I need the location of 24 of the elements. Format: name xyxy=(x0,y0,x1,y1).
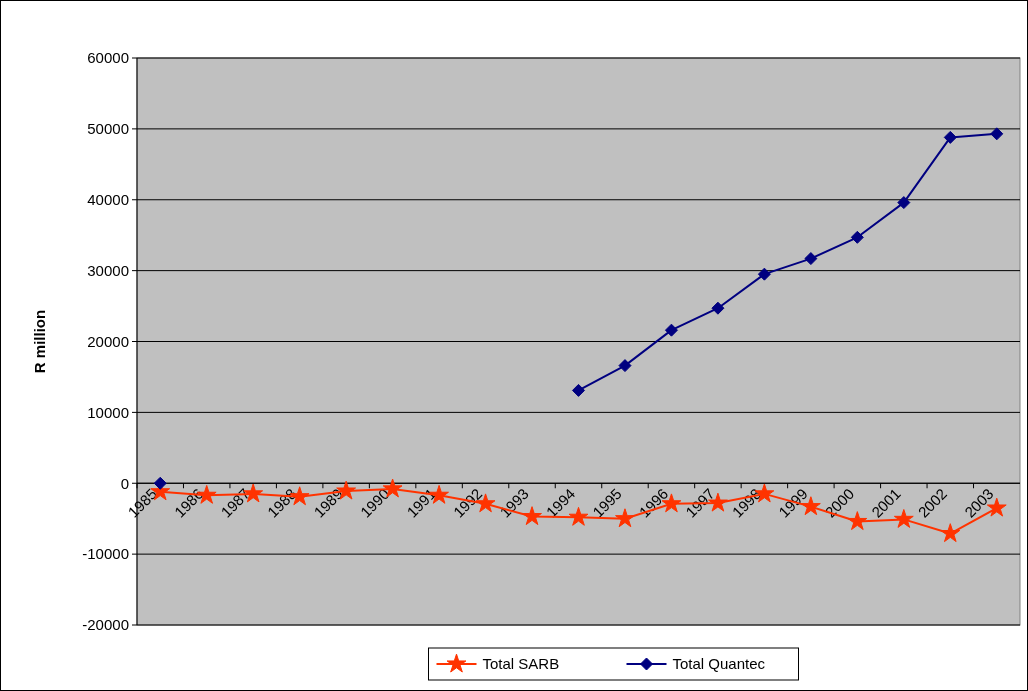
y-tick-label: 40000 xyxy=(87,191,129,208)
point xyxy=(757,267,771,281)
point xyxy=(804,252,818,266)
point xyxy=(897,196,911,210)
point xyxy=(153,476,167,490)
y-tick-label: 30000 xyxy=(87,261,129,279)
point xyxy=(940,523,961,543)
point xyxy=(943,130,957,144)
y-tick-label: 0 xyxy=(120,474,129,492)
point xyxy=(850,230,864,244)
y-tick-label: 20000 xyxy=(87,332,129,350)
point xyxy=(618,359,632,373)
legend-label: Total Quantec xyxy=(672,655,766,673)
y-tick-label: -20000 xyxy=(82,616,129,634)
point xyxy=(990,127,1004,141)
y-tick-label: 10000 xyxy=(87,403,129,421)
y-tick-label: 60000 xyxy=(87,49,129,67)
point xyxy=(711,301,725,315)
y-axis-title: R million xyxy=(31,309,48,374)
point xyxy=(572,383,585,397)
point xyxy=(664,323,678,337)
y-tick-label: 50000 xyxy=(87,120,129,138)
legend-label: Total SARB xyxy=(482,655,560,673)
y-tick-label: -10000 xyxy=(82,545,129,563)
